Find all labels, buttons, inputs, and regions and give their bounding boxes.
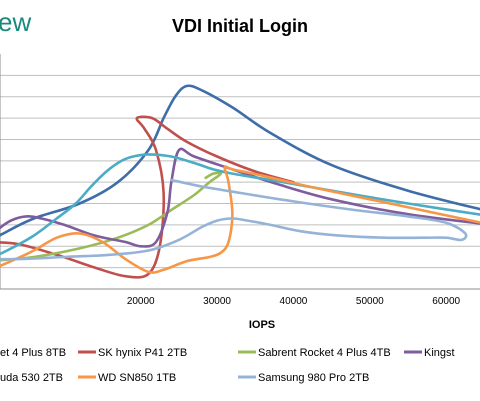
legend-label: uda 530 2TB (0, 372, 63, 384)
gridlines (0, 54, 480, 290)
legend-label: Kingst (424, 347, 455, 359)
x-axis-tick-labels: 20000 30000 40000 50000 60000 (127, 296, 461, 307)
x-axis-label: IOPS (249, 319, 275, 331)
legend-label: et 4 Plus 8TB (0, 347, 66, 359)
x-tick-label: 30000 (203, 296, 231, 307)
legend: et 4 Plus 8TB SK hynix P41 2TB Sabrent Roc… (0, 347, 455, 384)
series-line (0, 165, 480, 274)
x-tick-label: 20000 (127, 296, 155, 307)
series-lines (0, 84, 480, 279)
legend-label: Samsung 980 Pro 2TB (258, 372, 369, 384)
legend-label: WD SN850 1TB (98, 372, 176, 384)
x-tick-label: 60000 (432, 296, 460, 307)
series-line (0, 171, 223, 262)
series-line (0, 115, 295, 279)
x-tick-label: 50000 (356, 296, 384, 307)
series-line (0, 147, 480, 248)
legend-label: SK hynix P41 2TB (98, 347, 187, 359)
legend-label: Sabrent Rocket 4 Plus 4TB (258, 347, 391, 359)
series-line (0, 84, 480, 237)
chart-title: VDI Initial Login (172, 16, 308, 36)
x-tick-label: 40000 (280, 296, 308, 307)
series-line (0, 178, 468, 261)
brand-logo-text: ew (0, 7, 31, 37)
